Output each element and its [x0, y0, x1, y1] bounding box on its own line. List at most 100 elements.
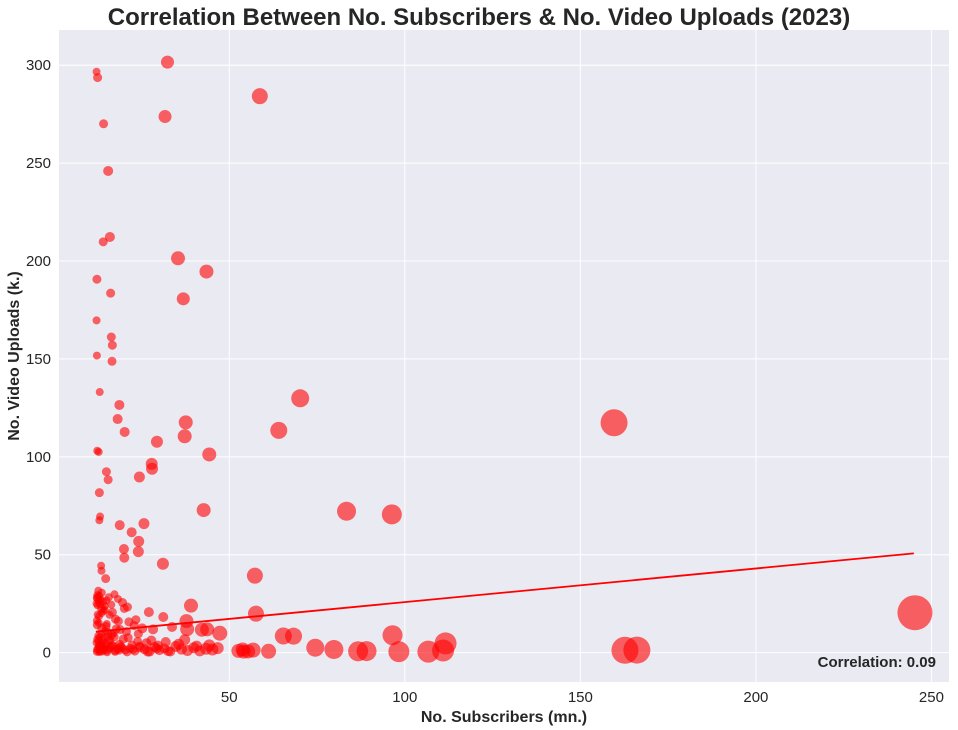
scatter-point: [94, 488, 104, 498]
scatter-point: [107, 340, 117, 350]
scatter-point: [623, 636, 651, 664]
scatter-point: [432, 639, 455, 662]
y-tick-labels: 0 50 100 150 200 250 300: [26, 57, 51, 661]
x-axis-label: No. Subscribers (mn.): [421, 709, 587, 726]
scatter-point: [137, 623, 148, 634]
y-tick-label: 300: [26, 57, 51, 74]
scatter-point: [122, 602, 132, 612]
scatter-point: [203, 639, 216, 652]
x-tick-label: 100: [392, 689, 417, 706]
scatter-point: [107, 607, 117, 617]
scatter-point: [102, 620, 111, 629]
x-tick-label: 200: [743, 689, 768, 706]
scatter-point: [180, 622, 195, 637]
y-tick-label: 250: [26, 155, 51, 172]
data-points: [92, 55, 933, 664]
scatter-point: [199, 264, 214, 279]
scatter-point: [106, 288, 116, 298]
scatter-point: [176, 292, 190, 306]
scatter-point: [94, 447, 103, 456]
scatter-point: [92, 351, 101, 360]
scatter-point: [160, 55, 174, 69]
y-tick-label: 50: [34, 547, 51, 564]
correlation-annotation: Correlation: 0.09: [818, 654, 936, 671]
scatter-point: [132, 546, 144, 558]
scatter-point: [897, 595, 933, 631]
scatter-point: [113, 616, 123, 626]
scatter-point: [126, 527, 137, 538]
x-tick-label: 150: [568, 689, 593, 706]
scatter-point: [191, 640, 203, 652]
scatter-point: [103, 165, 114, 176]
scatter-point: [246, 567, 263, 584]
scatter-point: [133, 535, 145, 547]
scatter-point: [119, 426, 130, 437]
scatter-point: [119, 552, 130, 563]
scatter-point: [196, 503, 211, 518]
scatter-point: [103, 475, 113, 485]
scatter-point: [381, 504, 402, 525]
scatter-point: [202, 447, 217, 462]
trend-line: [95, 552, 914, 633]
scatter-point: [98, 237, 108, 247]
scatter-point: [151, 643, 162, 654]
y-tick-label: 150: [26, 351, 51, 368]
y-tick-label: 200: [26, 253, 51, 270]
scatter-point: [179, 634, 191, 646]
scatter-point: [285, 627, 303, 645]
scatter-point: [160, 637, 171, 648]
scatter-point: [270, 421, 288, 439]
scatter-point: [98, 637, 107, 646]
y-tick-label: 0: [43, 645, 51, 662]
y-axis-label: No. Video Uploads (k.): [6, 271, 23, 441]
plot-background: [59, 30, 949, 682]
x-tick-label: 50: [221, 689, 238, 706]
scatter-point: [247, 605, 264, 622]
scatter-point: [95, 516, 104, 525]
scatter-point: [92, 274, 102, 284]
scatter-point: [163, 646, 174, 657]
scatter-point: [241, 644, 256, 659]
scatter-point: [133, 471, 145, 483]
scatter-point: [212, 625, 228, 641]
scatter-point: [92, 316, 101, 325]
scatter-point: [93, 592, 103, 602]
y-tick-label: 100: [26, 449, 51, 466]
scatter-point: [114, 520, 125, 531]
scatter-point: [306, 638, 325, 657]
scatter-point: [106, 332, 116, 342]
scatter-point: [95, 388, 104, 397]
scatter-point: [600, 409, 628, 437]
scatter-point: [134, 641, 144, 651]
scatter-point: [142, 646, 153, 657]
scatter-point: [184, 598, 199, 613]
scatter-point: [138, 518, 150, 530]
scatter-point: [388, 641, 410, 663]
scatter-point: [194, 622, 209, 637]
scatter-point: [177, 429, 192, 444]
scatter-point: [178, 415, 193, 430]
scatter-point: [109, 629, 118, 638]
x-tick-label: 250: [919, 689, 944, 706]
scatter-point: [156, 557, 169, 570]
scatter-point: [382, 625, 403, 646]
chart-title: Correlation Between No. Subscribers & No…: [108, 4, 850, 31]
scatter-point: [101, 574, 111, 584]
scatter-point: [118, 544, 129, 555]
scatter-point: [131, 615, 141, 625]
scatter-point: [291, 389, 310, 408]
scatter-point: [93, 610, 102, 619]
scatter-point: [356, 641, 377, 662]
scatter-point: [171, 251, 186, 266]
scatter-point: [251, 88, 268, 105]
scatter-point: [106, 636, 115, 645]
scatter-point: [324, 639, 344, 659]
scatter-point: [158, 110, 172, 124]
scatter-point: [99, 119, 109, 129]
scatter-point: [107, 356, 117, 366]
scatter-point: [337, 501, 357, 521]
scatter-point: [143, 607, 154, 618]
scatter-point: [112, 414, 123, 425]
scatter-point: [146, 635, 157, 646]
